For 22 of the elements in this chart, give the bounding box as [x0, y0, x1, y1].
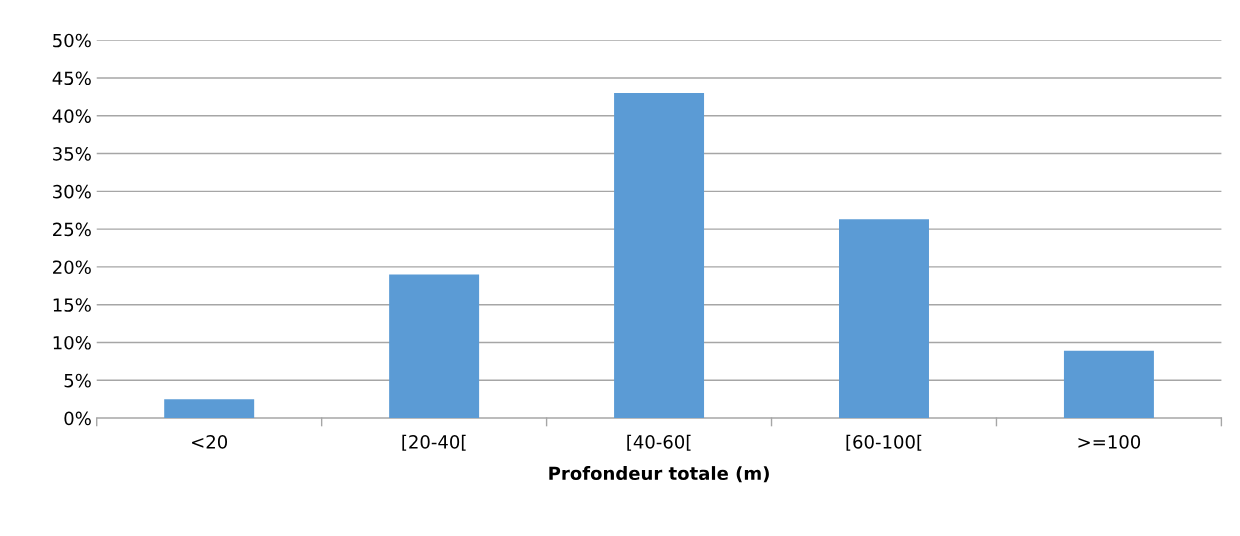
- y-tick-label: 35%: [53, 147, 91, 161]
- bar: [389, 274, 480, 419]
- x-tick-label: [60-100[: [846, 434, 922, 451]
- y-tick-label: 45%: [52, 71, 91, 86]
- bar: [1063, 350, 1154, 419]
- y-tick-label: 25%: [53, 222, 91, 237]
- x-tick-label: [40-60[: [627, 434, 691, 451]
- bar: [839, 219, 929, 419]
- x-tick-label: >=100: [1078, 435, 1141, 449]
- x-tick-label: [20-40[: [402, 434, 466, 451]
- y-tick-label: 40%: [52, 109, 91, 123]
- y-tick-label: 20%: [53, 260, 91, 275]
- bar: [164, 399, 255, 419]
- x-axis-title: Profondeur totale (m): [549, 466, 769, 483]
- x-tick-label: <20: [192, 435, 228, 449]
- y-tick-label: 30%: [53, 184, 91, 199]
- bar: [614, 93, 705, 419]
- y-tick-label: 50%: [53, 33, 91, 48]
- y-tick-label: 5%: [64, 373, 91, 388]
- y-tick-label: 10%: [53, 335, 91, 350]
- y-tick-label: 0%: [64, 411, 91, 426]
- y-tick-label: 15%: [53, 298, 91, 312]
